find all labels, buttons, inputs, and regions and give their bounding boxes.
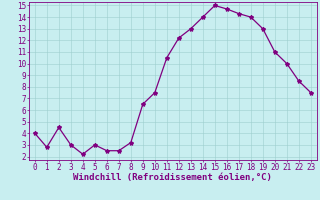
X-axis label: Windchill (Refroidissement éolien,°C): Windchill (Refroidissement éolien,°C) bbox=[73, 173, 272, 182]
